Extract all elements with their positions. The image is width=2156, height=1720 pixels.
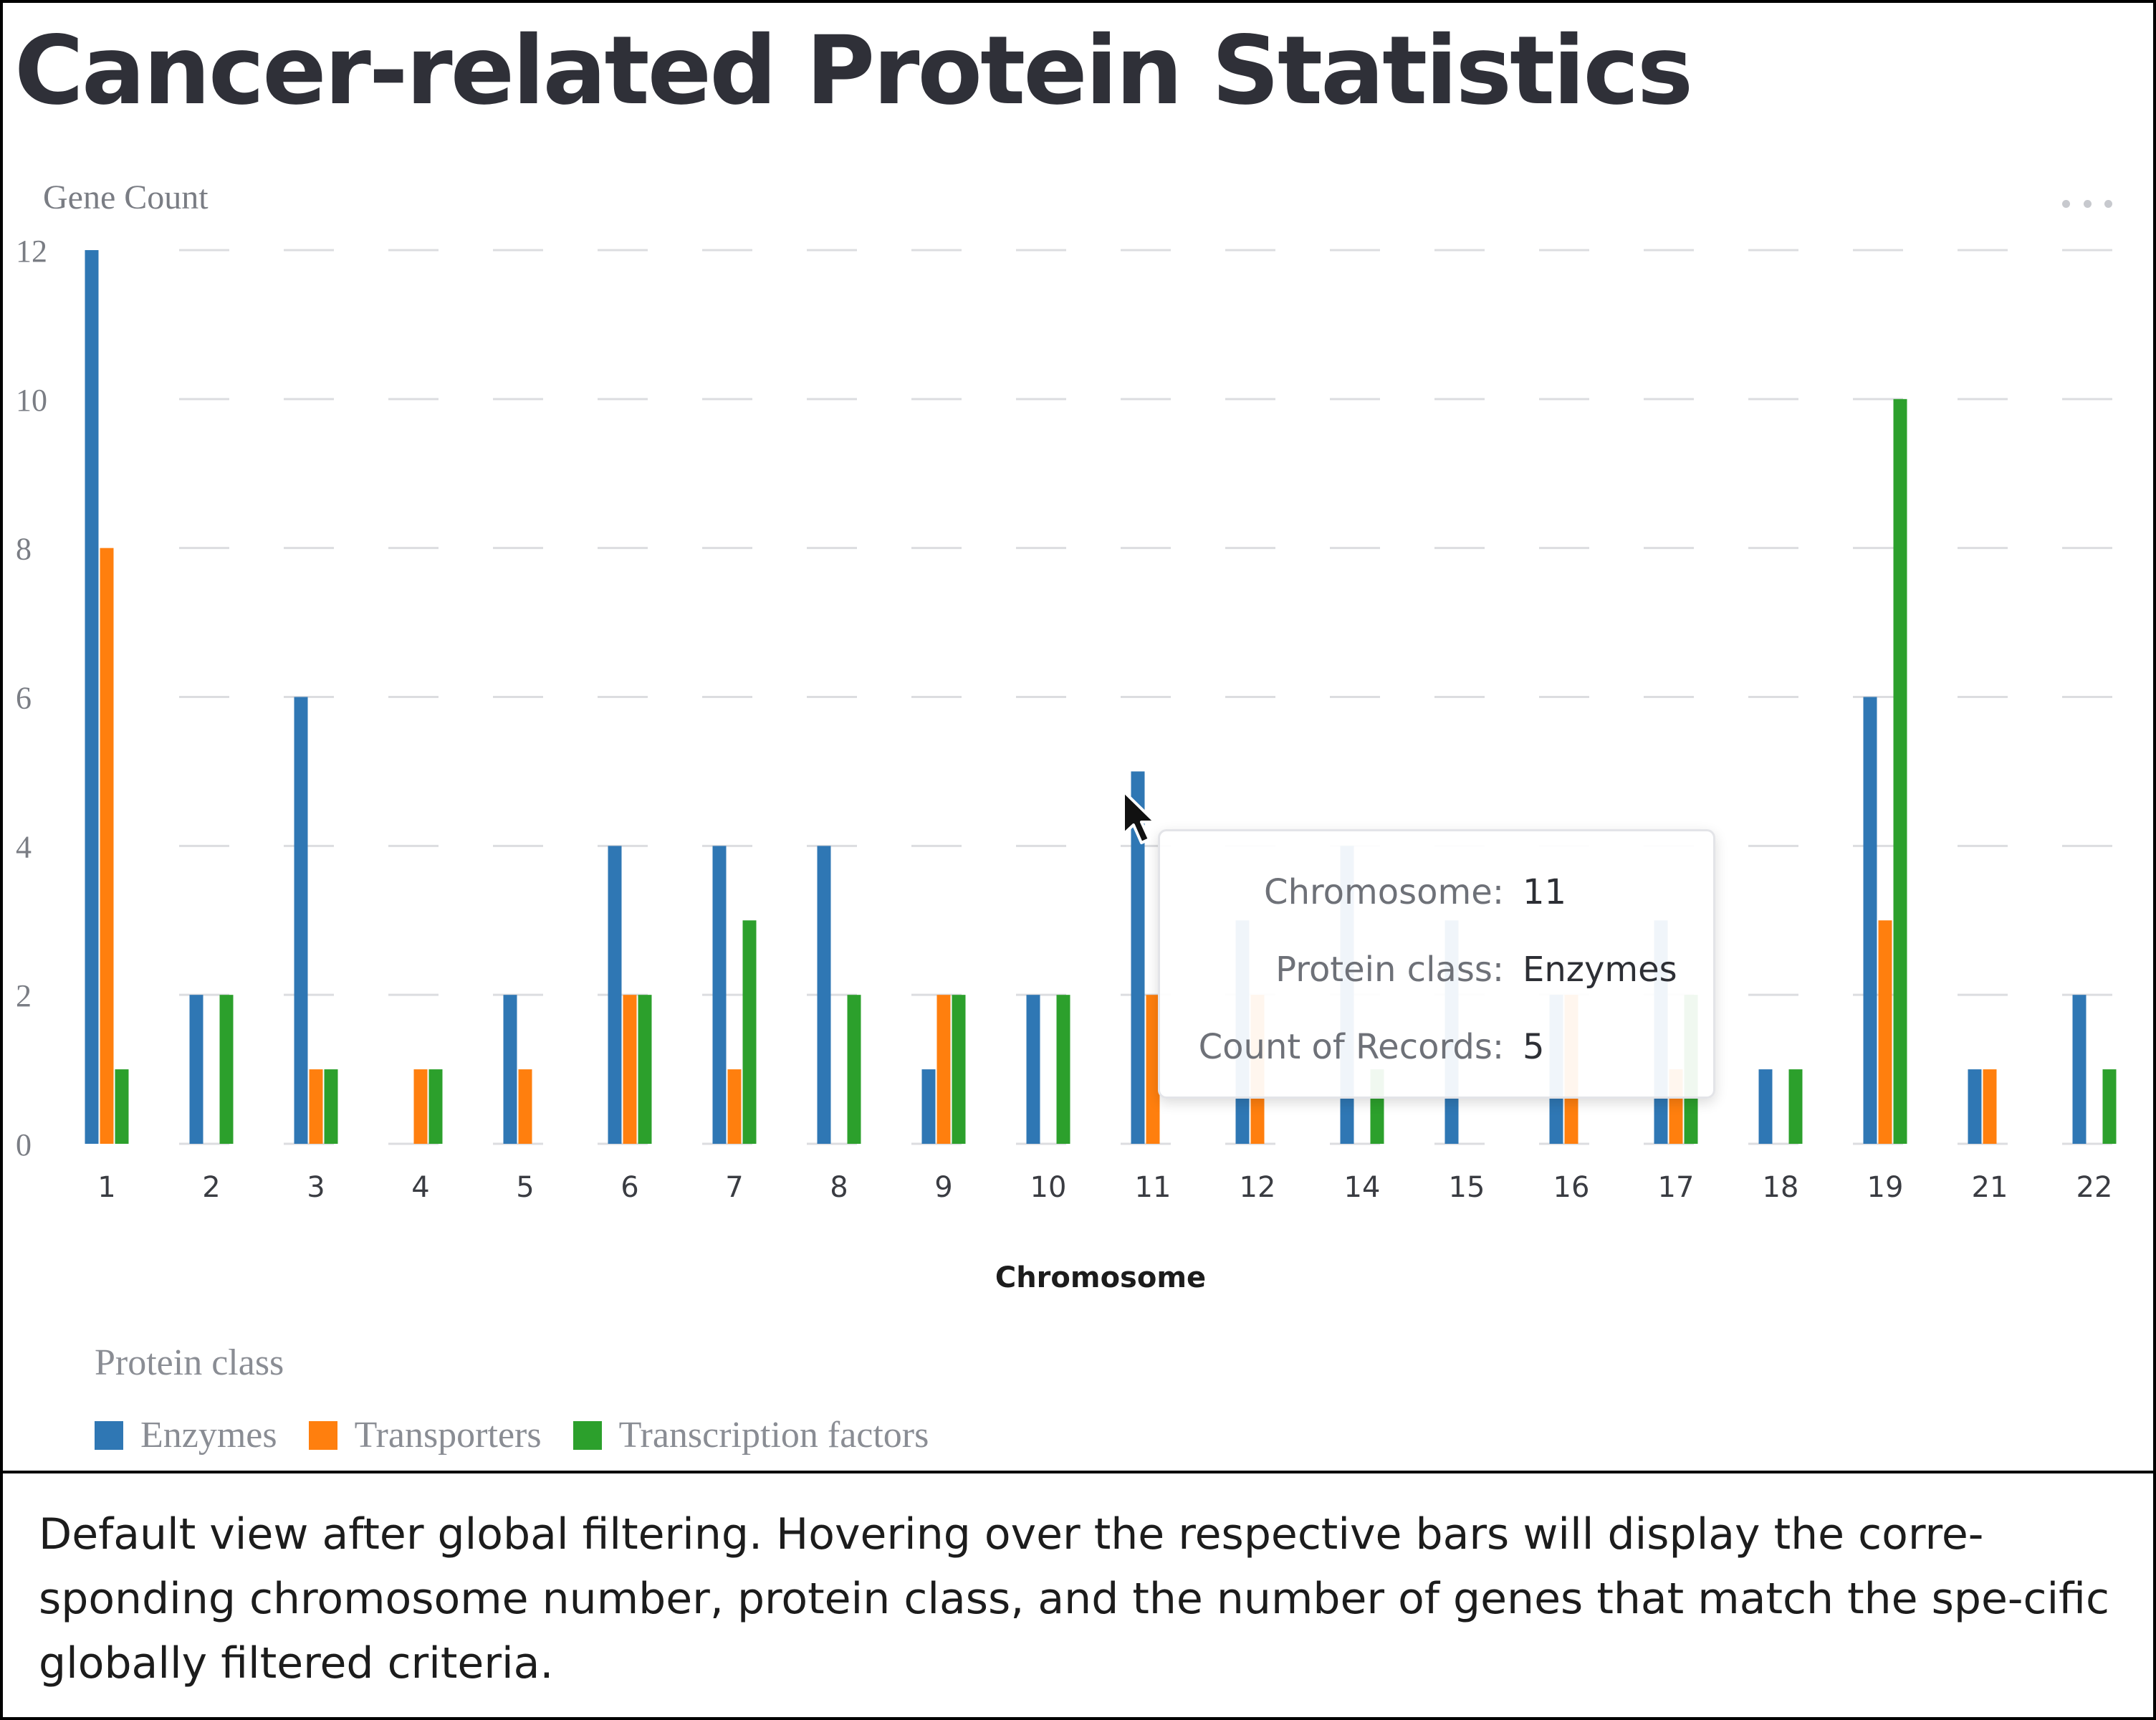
bar-transcription-factors-chr-9[interactable] [952, 995, 966, 1144]
hover-tooltip: Chromosome: 11 Protein class: Enzymes Co… [1158, 829, 1715, 1099]
bar-transcription-factors-chr-22[interactable] [2102, 1069, 2117, 1144]
y-tick-label: 2 [16, 978, 32, 1013]
bar-transporters-chr-7[interactable] [727, 1069, 742, 1144]
bar-transporters-chr-11[interactable] [1146, 995, 1160, 1144]
bar-enzymes-chr-7[interactable] [712, 846, 727, 1144]
bar-enzymes-chr-6[interactable] [608, 846, 622, 1144]
figure-caption: Default view after global filtering. Hov… [39, 1509, 2109, 1688]
legend-swatch-transcription-factors [572, 1420, 602, 1450]
y-tick-label: 12 [16, 234, 47, 269]
y-tick-label: 4 [16, 829, 32, 864]
page-title: Cancer-related Protein Statistics [14, 16, 1693, 126]
bar-transcription-factors-chr-4[interactable] [428, 1069, 443, 1144]
legend-swatch-transporters [308, 1420, 337, 1450]
bar-transporters-chr-5[interactable] [518, 1069, 532, 1144]
x-tick-label: 14 [1344, 1171, 1381, 1204]
x-tick-label: 16 [1553, 1171, 1590, 1204]
bar-transcription-factors-chr-7[interactable] [742, 920, 757, 1144]
x-axis-label: Chromosome [995, 1261, 1206, 1294]
x-tick-label: 4 [411, 1171, 429, 1204]
legend-item-enzymes[interactable]: Enzymes [95, 1414, 277, 1456]
bar-enzymes-chr-2[interactable] [189, 995, 203, 1144]
bar-transporters-chr-6[interactable] [623, 995, 637, 1144]
bar-transcription-factors-chr-18[interactable] [1788, 1069, 1803, 1144]
bar-enzymes-chr-5[interactable] [503, 995, 517, 1144]
bar-transcription-factors-chr-2[interactable] [219, 995, 234, 1144]
bar-transcription-factors-chr-19[interactable] [1893, 398, 1907, 1145]
bar-transcription-factors-chr-3[interactable] [324, 1069, 338, 1144]
bar-transporters-chr-19[interactable] [1878, 920, 1892, 1144]
legend-label: Transporters [354, 1415, 542, 1456]
x-tick-label: 15 [1449, 1171, 1485, 1204]
tooltip-value: 5 [1523, 1027, 1545, 1067]
bar-transcription-factors-chr-8[interactable] [847, 995, 861, 1144]
tooltip-label: Protein class: [1275, 950, 1504, 990]
x-tick-label: 22 [2076, 1171, 2113, 1204]
y-tick-label: 10 [16, 383, 47, 418]
bar-transporters-chr-21[interactable] [1983, 1069, 1997, 1144]
legend-item-transcription-factors[interactable]: Transcription factors [572, 1414, 929, 1456]
bar-enzymes-chr-21[interactable] [1968, 1069, 1982, 1144]
tooltip-row-chromosome: Chromosome: 11 [1160, 871, 1713, 914]
tooltip-label: Count of Records: [1198, 1027, 1504, 1067]
x-tick-label: 17 [1658, 1171, 1695, 1204]
legend-title: Protein class [95, 1342, 284, 1383]
bar-enzymes-chr-19[interactable] [1863, 697, 1877, 1145]
x-tick-label: 8 [830, 1171, 848, 1204]
x-tick-label: 6 [621, 1171, 638, 1204]
legend: Protein class Enzymes Transporters Trans… [95, 1342, 960, 1456]
legend-label: Transcription factors [618, 1415, 929, 1456]
bar-enzymes-chr-1[interactable] [85, 250, 99, 1144]
bar-transcription-factors-chr-10[interactable] [1056, 995, 1070, 1144]
bar-enzymes-chr-22[interactable] [2072, 995, 2086, 1144]
bar-enzymes-chr-8[interactable] [817, 846, 831, 1144]
legend-item-transporters[interactable]: Transporters [308, 1414, 542, 1456]
x-tick-label: 3 [307, 1171, 325, 1204]
x-tick-label: 7 [725, 1171, 743, 1204]
y-tick-label: 0 [16, 1127, 32, 1162]
bar-enzymes-chr-3[interactable] [294, 697, 308, 1145]
legend-swatch-enzymes [95, 1420, 123, 1450]
bar-transporters-chr-4[interactable] [413, 1069, 428, 1144]
y-tick-label: 8 [16, 532, 32, 567]
bar-transporters-chr-3[interactable] [309, 1069, 323, 1144]
tooltip-value: Enzymes [1523, 950, 1677, 990]
y-axis-label: Gene Count [43, 178, 209, 216]
bar-enzymes-chr-10[interactable] [1026, 995, 1040, 1144]
x-tick-label: 21 [1972, 1171, 2008, 1204]
more-horizontal-icon[interactable] [2062, 195, 2112, 212]
x-tick-label: 9 [934, 1171, 952, 1204]
legend-label: Enzymes [140, 1415, 277, 1456]
tooltip-row-count: Count of Records: 5 [1160, 1026, 1713, 1069]
bar-enzymes-chr-9[interactable] [921, 1069, 936, 1144]
bar-transporters-chr-1[interactable] [100, 548, 114, 1144]
x-tick-label: 5 [516, 1171, 534, 1204]
tooltip-row-protein-class: Protein class: Enzymes [1160, 948, 1713, 991]
tooltip-label: Chromosome: [1264, 872, 1504, 912]
x-tick-label: 19 [1867, 1171, 1904, 1204]
x-tick-label: 10 [1030, 1171, 1067, 1204]
bar-enzymes-chr-11[interactable] [1131, 771, 1145, 1144]
x-tick-label: 1 [97, 1171, 115, 1204]
tooltip-value: 11 [1523, 872, 1567, 912]
bar-transcription-factors-chr-1[interactable] [115, 1069, 129, 1144]
bar-transcription-factors-chr-6[interactable] [638, 995, 652, 1144]
bar-enzymes-chr-18[interactable] [1758, 1069, 1773, 1144]
y-tick-label: 6 [16, 681, 32, 716]
x-tick-label: 2 [202, 1171, 220, 1204]
mouse-pointer-icon [1122, 790, 1156, 844]
bar-transporters-chr-9[interactable] [936, 995, 951, 1144]
x-tick-label: 12 [1240, 1171, 1276, 1204]
chart-panel: Cancer-related Protein Statistics 0 2 4 6 8 1… [3, 3, 2153, 1473]
x-tick-label: 18 [1763, 1171, 1799, 1204]
x-tick-label: 11 [1135, 1171, 1172, 1204]
